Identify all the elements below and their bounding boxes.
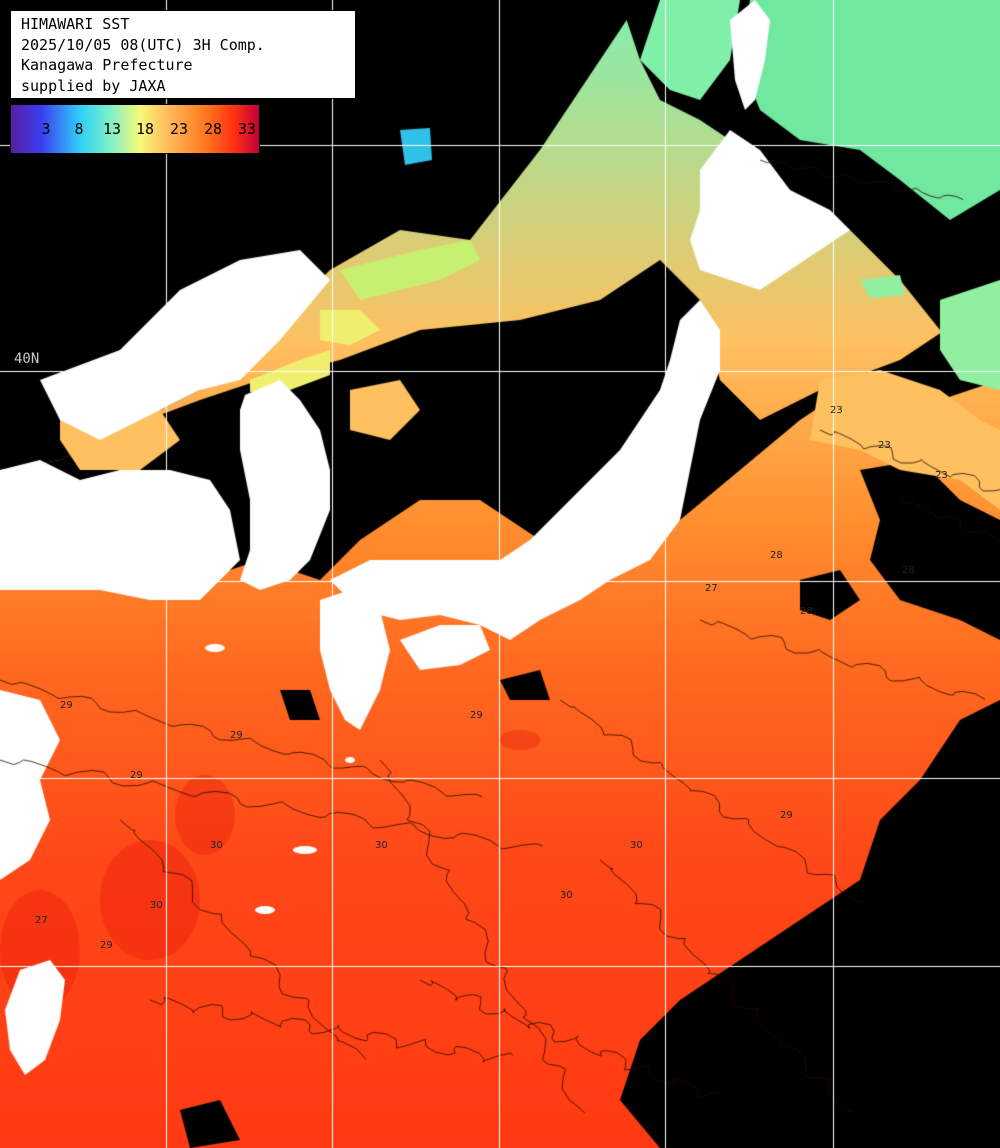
contour-label: 23 [935, 470, 948, 481]
contour-label: 27 [35, 915, 48, 926]
contour-label: 30 [560, 890, 573, 901]
contour-label: 28 [800, 606, 813, 617]
contour-label: 29 [470, 710, 483, 721]
region-text: Kanagawa Prefecture [21, 56, 193, 74]
legend-tick: 18 [135, 120, 155, 138]
latitude-label-40n: 40N [14, 351, 40, 367]
legend-tick: 28 [203, 120, 223, 138]
contour-label: 28 [770, 550, 783, 561]
contour-label: 30 [630, 840, 643, 851]
timestamp-text: 2025/10/05 08(UTC) 3H Comp. [21, 35, 265, 54]
legend-tick: 13 [102, 120, 122, 138]
contour-label: 29 [230, 730, 243, 741]
contour-label: 29 [130, 770, 143, 781]
legend-tick: 23 [169, 120, 189, 138]
legend-tick: 3 [41, 120, 51, 138]
contour-label: 30 [375, 840, 388, 851]
contour-label: 29 [780, 810, 793, 821]
info-box: HIMAWARI SST 2025/10/05 08(UTC) 3H Comp.… [10, 10, 356, 99]
legend-tick: 8 [74, 120, 84, 138]
contour-label: 27 [705, 583, 718, 594]
supplier-text: supplied by JAXA [21, 76, 166, 95]
contour-label: 30 [210, 840, 223, 851]
contour-label: 23 [830, 405, 843, 416]
legend-tick: 33 [237, 120, 257, 138]
color-scale-legend: 3 8 13 18 23 28 33 [10, 104, 260, 154]
product-title: HIMAWARI SST [21, 15, 130, 33]
contour-label: 29 [60, 700, 73, 711]
contour-label: 23 [878, 440, 891, 451]
contour-label: 28 [902, 565, 915, 576]
contour-label: 29 [100, 940, 113, 951]
contour-label: 30 [150, 900, 163, 911]
